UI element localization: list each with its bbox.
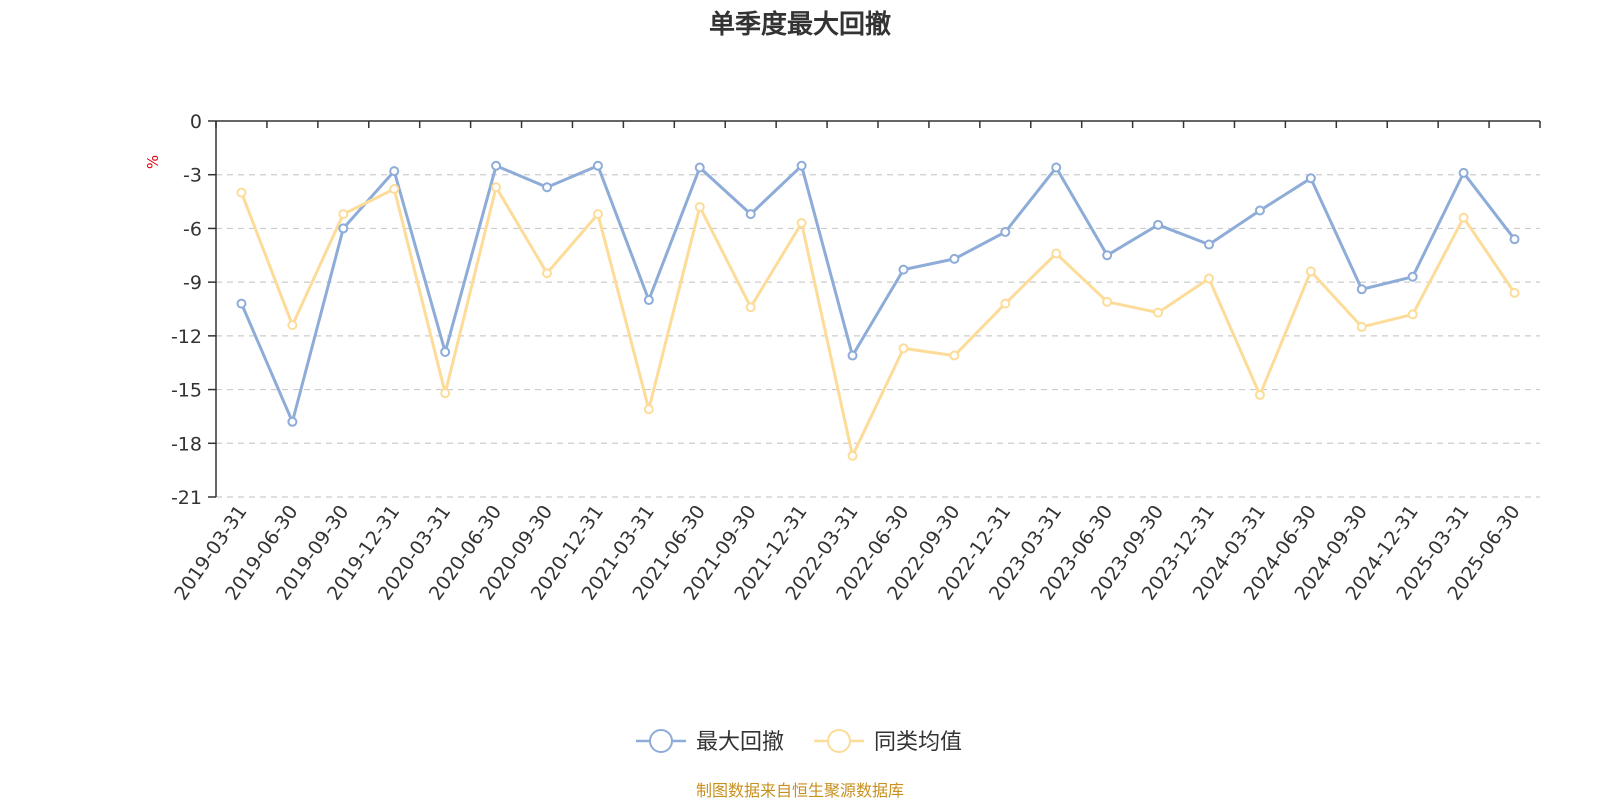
data-point[interactable]	[1204, 239, 1214, 250]
data-point[interactable]	[1051, 162, 1062, 173]
data-point[interactable]	[898, 264, 909, 275]
data-point[interactable]	[1509, 234, 1520, 245]
data-point[interactable]	[389, 184, 400, 195]
data-point[interactable]	[287, 320, 298, 331]
data-point[interactable]	[949, 253, 960, 264]
data-point[interactable]	[643, 404, 654, 415]
y-unit-label: %	[144, 155, 162, 169]
legend[interactable]: 最大回撤 同类均值	[636, 729, 962, 755]
data-point[interactable]	[1000, 298, 1011, 309]
data-point[interactable]	[338, 209, 349, 220]
y-tick-label: -15	[171, 380, 202, 402]
data-point[interactable]	[1153, 219, 1164, 230]
data-point[interactable]	[898, 343, 909, 354]
data-point[interactable]	[491, 182, 502, 193]
data-point[interactable]	[440, 346, 451, 357]
data-point[interactable]	[949, 350, 960, 361]
data-point[interactable]	[1356, 321, 1367, 332]
data-point[interactable]	[1458, 167, 1469, 178]
data-point[interactable]	[1305, 173, 1316, 184]
data-point[interactable]	[1153, 307, 1164, 318]
y-tick-label: -18	[171, 433, 202, 455]
y-tick-label: -9	[183, 272, 202, 294]
data-point[interactable]	[796, 160, 807, 171]
legend-label: 同类均值	[874, 730, 962, 755]
data-point[interactable]	[542, 268, 552, 279]
data-point[interactable]	[745, 209, 756, 220]
data-point[interactable]	[1102, 296, 1113, 307]
data-point[interactable]	[338, 223, 349, 234]
data-point[interactable]	[694, 201, 705, 212]
data-point[interactable]	[1458, 212, 1469, 223]
data-point[interactable]	[745, 302, 756, 313]
data-point[interactable]	[847, 350, 858, 361]
series-line-2	[240, 185, 1516, 458]
legend-item-1[interactable]: 最大回撤	[636, 729, 784, 755]
y-tick-label: -21	[171, 487, 202, 509]
data-point[interactable]	[1254, 205, 1265, 216]
data-point[interactable]	[1356, 284, 1367, 295]
data-point[interactable]	[1204, 273, 1214, 284]
y-tick-label: -3	[183, 165, 202, 187]
legend-item-2[interactable]: 同类均值	[814, 729, 962, 755]
data-point[interactable]	[796, 218, 807, 229]
data-point[interactable]	[1509, 287, 1520, 298]
data-point[interactable]	[592, 209, 603, 220]
series-lines	[236, 160, 1520, 461]
data-point[interactable]	[440, 388, 451, 399]
y-tick-label: -12	[171, 326, 202, 348]
data-point[interactable]	[287, 416, 298, 427]
data-point[interactable]	[1051, 248, 1062, 259]
data-point[interactable]	[1407, 271, 1418, 282]
legend-marker-icon	[649, 729, 673, 753]
data-point[interactable]	[542, 182, 552, 193]
chart-title: 单季度最大回撤	[709, 9, 891, 40]
series-line-1	[240, 164, 1516, 424]
legend-label: 最大回撤	[696, 730, 784, 755]
y-tick-label: 0	[190, 111, 202, 133]
data-point[interactable]	[847, 450, 858, 461]
data-point[interactable]	[1305, 266, 1316, 277]
y-tick-label: -6	[183, 218, 202, 240]
data-point[interactable]	[592, 160, 603, 171]
data-point[interactable]	[1000, 227, 1011, 238]
data-point[interactable]	[643, 295, 654, 306]
data-point[interactable]	[1102, 250, 1113, 261]
data-point[interactable]	[389, 166, 400, 177]
data-point[interactable]	[1407, 309, 1418, 320]
data-point[interactable]	[694, 162, 705, 173]
grid-lines	[216, 174, 1540, 498]
legend-marker-icon	[827, 729, 851, 753]
data-point[interactable]	[236, 187, 247, 198]
data-point[interactable]	[491, 160, 502, 171]
data-point[interactable]	[236, 298, 247, 309]
data-point[interactable]	[1254, 389, 1265, 400]
data-source-note: 制图数据来自恒生聚源数据库	[696, 781, 904, 800]
